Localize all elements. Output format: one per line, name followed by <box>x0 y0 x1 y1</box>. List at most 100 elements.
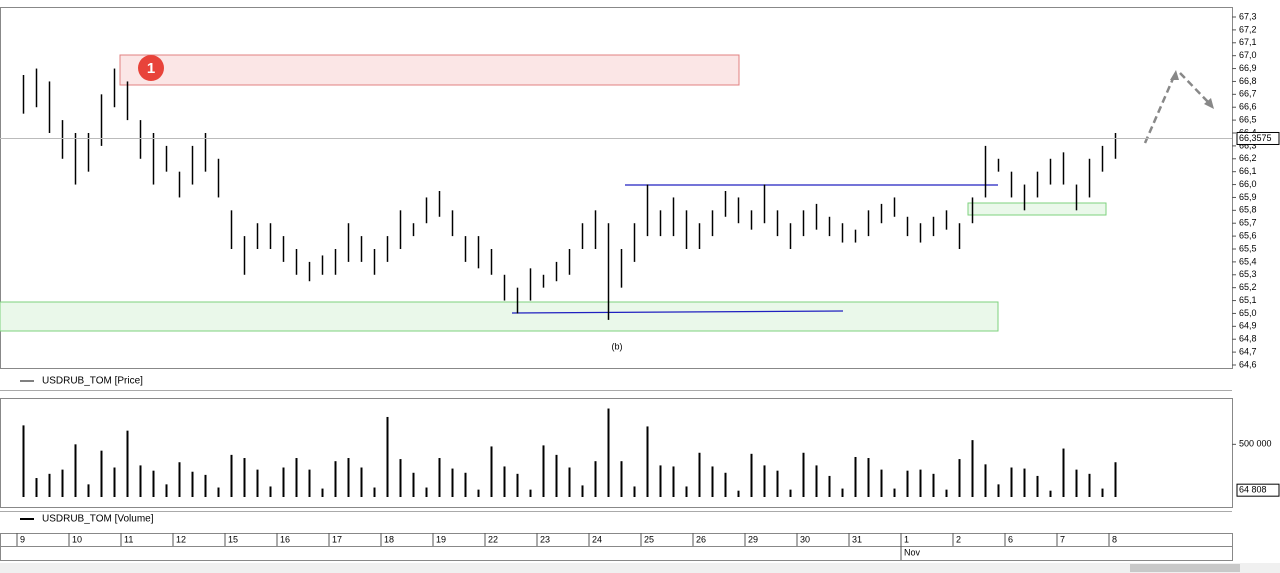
x-tick-label: 24 <box>592 534 602 544</box>
volume-bar <box>412 472 415 497</box>
volume-bar <box>256 469 259 497</box>
y-tick-label: 65,2 <box>1239 282 1257 292</box>
month-label: Nov <box>904 547 921 557</box>
price-panel <box>0 7 1233 369</box>
y-tick-label: 65,9 <box>1239 192 1257 202</box>
volume-bar <box>126 430 129 497</box>
volume-bar <box>893 488 896 497</box>
volume-bar <box>932 473 935 497</box>
volume-bar <box>425 487 428 497</box>
volume-bar <box>568 467 571 497</box>
last-value-box <box>1236 131 1280 145</box>
volume-bar <box>802 452 805 497</box>
volume-bar <box>711 466 714 497</box>
volume-bar <box>997 484 1000 497</box>
y-tick-label: 65,1 <box>1239 295 1257 305</box>
volume-bar <box>477 489 480 497</box>
volume-bar <box>698 452 701 497</box>
volume-bar <box>191 471 194 497</box>
y-tick-label: 65,5 <box>1239 243 1257 253</box>
volume-bar <box>22 425 25 497</box>
volume-bar <box>503 466 506 497</box>
volume-bar <box>1101 488 1104 497</box>
volume-bar <box>737 490 740 497</box>
marker-label: 1 <box>147 60 155 77</box>
x-tick-label: 10 <box>72 534 82 544</box>
volume-panel <box>0 398 1233 508</box>
volume-bar <box>139 465 142 497</box>
volume-bar <box>1023 468 1026 497</box>
volume-bar <box>165 484 168 497</box>
volume-bar <box>919 469 922 497</box>
arrow-head <box>1170 70 1179 80</box>
resistance-zone <box>119 54 740 86</box>
volume-bar <box>217 487 220 497</box>
volume-bar <box>776 470 779 497</box>
volume-bar <box>48 473 51 497</box>
volume-bar <box>984 464 987 497</box>
volume-bar <box>61 469 64 497</box>
volume-bar <box>451 468 454 497</box>
volume-bar <box>269 486 272 497</box>
x-tick-label: 22 <box>488 534 498 544</box>
x-tick-label: 30 <box>800 534 810 544</box>
last-value-label: 66,3575 <box>1239 133 1272 143</box>
volume-bar <box>880 469 883 497</box>
x-tick-label: 18 <box>384 534 394 544</box>
volume-bar <box>789 489 792 497</box>
volume-bar <box>828 475 831 497</box>
volume-bar <box>230 454 233 497</box>
volume-bar <box>1049 490 1052 497</box>
y-tick-label: 66,1 <box>1239 166 1257 176</box>
volume-bar <box>971 440 974 497</box>
volume-bar <box>1088 473 1091 497</box>
volume-bar <box>282 467 285 497</box>
x-tick-label: 19 <box>436 534 446 544</box>
forecast-arrow <box>1179 72 1211 105</box>
volume-bar <box>334 461 337 497</box>
y-tick-label: 66,3 <box>1239 140 1257 150</box>
x-tick-label: 2 <box>956 534 961 544</box>
volume-bar <box>750 453 753 497</box>
volume-bar <box>295 458 298 497</box>
y-tick-label: 65,0 <box>1239 308 1257 318</box>
x-tick-label: 31 <box>852 534 862 544</box>
y-tick-label: 67,0 <box>1239 50 1257 60</box>
volume-bar <box>1036 475 1039 497</box>
volume-bar <box>685 486 688 497</box>
y-tick-label: 66,2 <box>1239 153 1257 163</box>
y-tick-label: 67,1 <box>1239 37 1257 47</box>
scrollbar[interactable] <box>0 563 1280 573</box>
volume-bar <box>74 444 77 497</box>
volume-bar <box>594 461 597 497</box>
volume-bar <box>1010 467 1013 497</box>
volume-bar <box>308 469 311 497</box>
y-tick-label: 64,8 <box>1239 334 1257 344</box>
x-tick-label: 12 <box>176 534 186 544</box>
x-tick-label: 15 <box>228 534 238 544</box>
y-tick-label: 66,9 <box>1239 63 1257 73</box>
x-tick-label: 1 <box>904 534 909 544</box>
volume-bar <box>243 458 246 497</box>
y-tick-label: 65,7 <box>1239 218 1257 228</box>
volume-bar <box>386 416 389 497</box>
volume-bar <box>373 487 376 497</box>
y-tick-label: 66,7 <box>1239 89 1257 99</box>
y-tick-label: 66,8 <box>1239 76 1257 86</box>
scrollbar-thumb[interactable] <box>1130 564 1240 572</box>
volume-bar <box>763 465 766 497</box>
volume-bar <box>490 446 493 497</box>
volume-bar <box>607 408 610 497</box>
volume-bar <box>659 465 662 497</box>
y-tick-label: 67,2 <box>1239 24 1257 34</box>
volume-bar <box>35 478 38 497</box>
legend-label: USDRUB_TOM [Price] <box>42 376 143 387</box>
volume-bar <box>178 462 181 497</box>
y-tick-label: 66,0 <box>1239 179 1257 189</box>
x-tick-label: 6 <box>1008 534 1013 544</box>
x-tick-label: 25 <box>644 534 654 544</box>
volume-bar <box>841 488 844 497</box>
volume-bar <box>620 461 623 497</box>
